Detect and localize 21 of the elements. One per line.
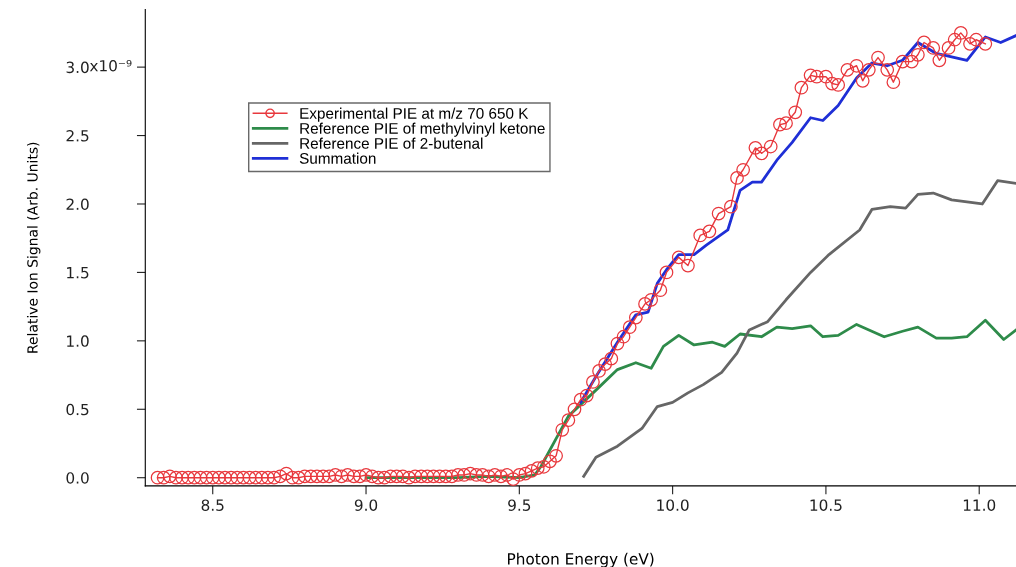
legend-label: Reference PIE of methylvinyl ketone [300, 122, 545, 137]
y-tick-label: 1.5 [67, 267, 89, 279]
y-tick-label: 2.0 [66, 198, 89, 210]
y-tick-label: 0.0 [66, 472, 89, 484]
x-tick-label: 9.0 [354, 499, 378, 511]
text: x10⁻⁹ [89, 60, 132, 72]
legend-label: Summation [299, 152, 376, 164]
x-tick-label: 8.5 [201, 499, 224, 511]
y-tick-label: 1.0 [67, 335, 89, 347]
x-tick-label: 9.5 [508, 499, 531, 511]
x-tick-label: 11.0 [963, 499, 996, 511]
x-tick-label: 10.0 [657, 499, 689, 511]
legend-label: Experimental PIE at m/z 70 650 K [300, 107, 529, 122]
y-tick-label: 3.0 [66, 61, 89, 74]
y-axis-title: Relative Ion Signal (Arb. Units) [26, 142, 41, 353]
line-series [582, 179, 1016, 478]
x-tick-label: 10.5 [810, 499, 842, 511]
legend-label: Reference PIE of 2-butenal [300, 137, 483, 149]
y-tick-label: 0.5 [66, 403, 89, 416]
y-tick-label: 2.5 [66, 130, 89, 142]
x-axis-title: Photon Energy (eV) [508, 552, 654, 567]
